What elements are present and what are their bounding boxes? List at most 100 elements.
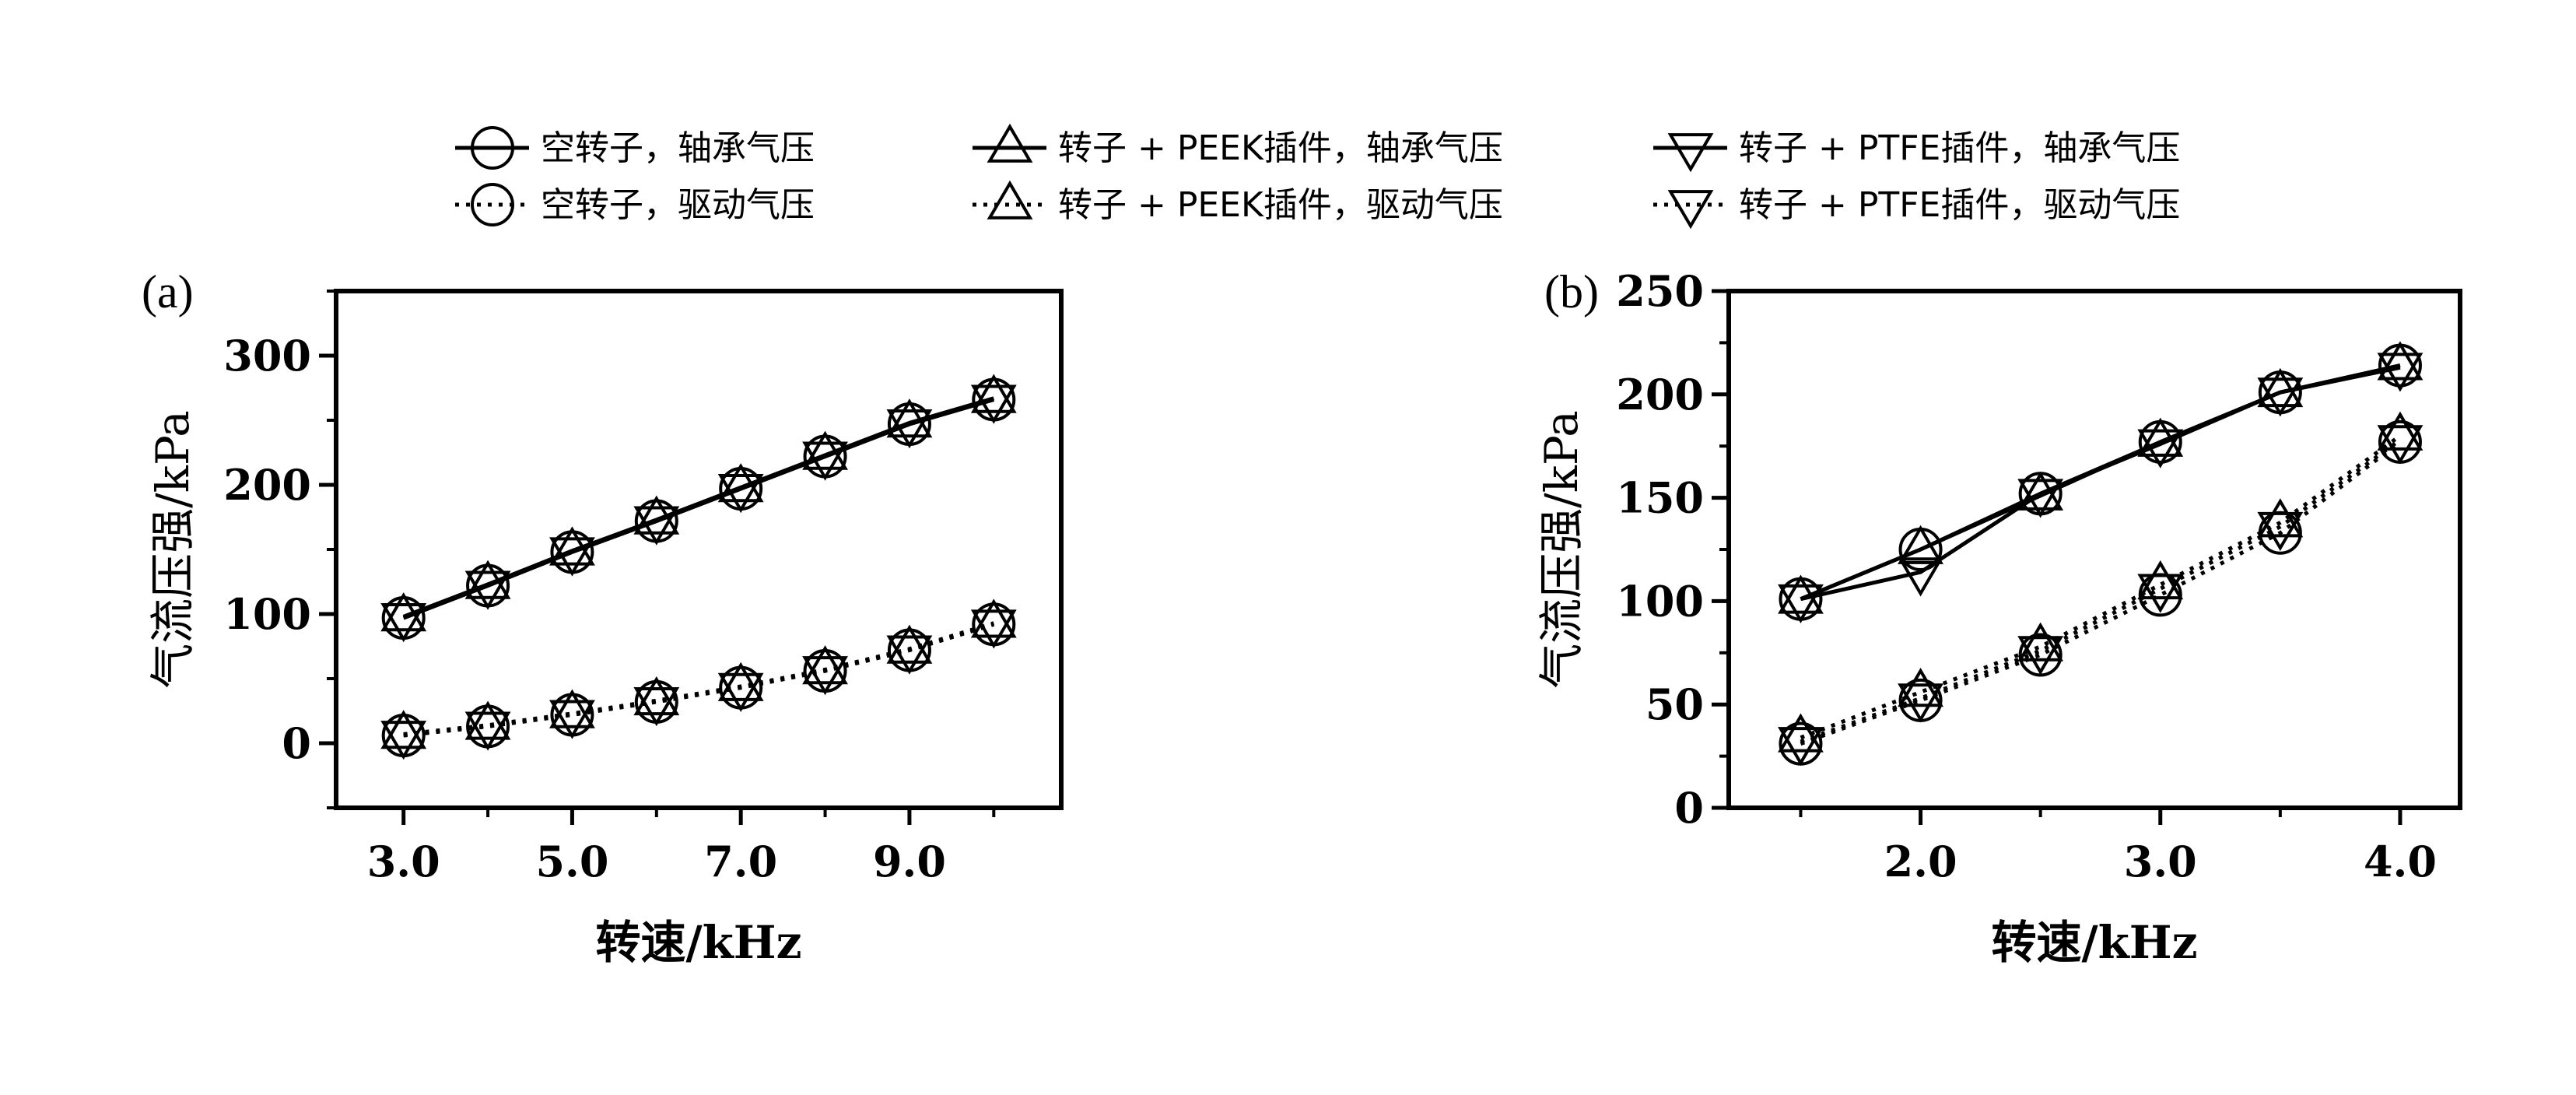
data-point-triangle-up — [802, 645, 848, 685]
series-line — [1800, 363, 2401, 602]
series-line — [403, 622, 995, 738]
x-axis-title: 转速/kHz — [1991, 916, 2197, 969]
series-line — [1800, 438, 2402, 744]
data-point-triangle-down — [886, 635, 933, 675]
legend: 空转子，轴承气压 转子 + PEEK插件，轴承气压 转子 + PTFE插件，轴承气压… — [455, 123, 2180, 230]
data-point-triangle-up — [464, 700, 511, 740]
x-tick-label: 7.0 — [704, 837, 777, 886]
legend-label: 空转子，驱动气压 — [541, 185, 815, 225]
y-axis-title: 气流压强/kPa — [1535, 410, 1588, 689]
data-point-triangle-down — [802, 656, 848, 696]
data-point-triangle-up — [886, 624, 933, 664]
data-point-triangle-up — [2257, 367, 2304, 408]
plot-frame — [1726, 289, 2462, 810]
data-point-triangle-down — [549, 537, 595, 577]
legend-marker-triangle-down — [1667, 190, 1714, 230]
data-point-triangle-up — [802, 430, 848, 470]
x-axis-title: 转速/kHz — [595, 916, 801, 969]
data-point-triangle-up — [717, 463, 764, 503]
data-point-triangle-up — [2377, 341, 2424, 381]
legend-label: 转子 + PEEK插件，轴承气压 — [1058, 128, 1503, 168]
data-point-triangle-up — [2017, 622, 2064, 662]
data-point-triangle-down — [549, 700, 595, 739]
y-tick-label: 0 — [282, 718, 311, 768]
data-point-triangle-down — [1778, 727, 1824, 767]
series-line — [403, 621, 995, 736]
x-tick-label: 9.0 — [873, 837, 946, 886]
data-point-triangle-down — [2257, 377, 2304, 417]
data-point-triangle-down — [633, 686, 680, 727]
legend-entry: 空转子，轴承气压 — [455, 126, 815, 170]
data-point-triangle-up — [2137, 417, 2184, 457]
y-tick-label: 150 — [1616, 473, 1704, 523]
y-axis-title: 气流压强/kPa — [146, 410, 199, 689]
data-point-triangle-down — [380, 721, 427, 760]
data-point-triangle-up — [2017, 471, 2064, 511]
data-point-triangle-down — [1898, 683, 1943, 723]
x-tick-label: 3.0 — [367, 837, 440, 886]
data-point-triangle-down — [464, 711, 511, 751]
y-tick-label: 100 — [223, 589, 311, 639]
legend-marker-circle — [471, 126, 514, 170]
data-point-triangle-up — [549, 689, 595, 728]
legend-label: 转子 + PTFE插件，驱动气压 — [1739, 185, 2180, 225]
data-point-triangle-up — [549, 526, 595, 566]
legend-marker-circle — [471, 183, 514, 226]
data-point-triangle-up — [1898, 668, 1943, 707]
data-point-triangle-down — [1778, 584, 1824, 623]
panel-a: 0 100 200 300 3.0 5.0 7.0 9.0 转速/kHz 气流压强/kPa (a) — [142, 266, 1064, 969]
x-tick-label: 5.0 — [535, 837, 608, 886]
data-point-triangle-down — [970, 609, 1017, 649]
data-point-triangle-up — [970, 598, 1017, 638]
data-point-triangle-down — [2137, 574, 2184, 613]
plot-frame — [334, 289, 1064, 810]
data-point-triangle-down — [2017, 479, 2064, 518]
legend-label: 空转子，轴承气压 — [541, 128, 815, 168]
legend-entry: 转子 + PTFE插件，轴承气压 — [1653, 128, 2180, 173]
data-point-triangle-down — [802, 441, 848, 481]
data-point-triangle-down — [464, 570, 511, 610]
data-point-triangle-down — [717, 474, 764, 514]
series-line — [403, 622, 995, 738]
panel-label: (a) — [142, 266, 194, 318]
data-point-triangle-up — [464, 560, 511, 599]
data-point-triangle-down — [2377, 353, 2424, 392]
data-point-triangle-up — [380, 592, 427, 632]
data-point-triangle-up — [633, 495, 680, 535]
y-tick-label: 100 — [1616, 576, 1704, 626]
series-line — [1800, 440, 2402, 746]
y-tick-label: 0 — [1674, 783, 1704, 833]
series-line — [1800, 365, 2401, 602]
data-point-triangle-down — [1898, 557, 1943, 597]
data-point-triangle-up — [2137, 560, 2184, 600]
x-tick-label: 2.0 — [1884, 837, 1957, 886]
data-point-triangle-down — [886, 409, 933, 449]
data-point-triangle-up — [2257, 498, 2304, 538]
panel-label: (b) — [1544, 266, 1599, 318]
data-point-triangle-up — [1778, 574, 1824, 614]
data-point-triangle-up — [1778, 713, 1824, 753]
legend-marker-triangle-up — [987, 123, 1033, 163]
data-point-triangle-up — [886, 398, 933, 438]
legend-entry: 转子 + PEEK插件，驱动气压 — [973, 180, 1503, 225]
series-line — [402, 398, 995, 620]
series-line — [1800, 433, 2402, 740]
data-point-triangle-down — [2137, 429, 2184, 469]
data-point-triangle-up — [1898, 525, 1943, 564]
y-tick-label: 200 — [223, 460, 311, 510]
data-point-triangle-down — [2017, 636, 2064, 676]
legend-label: 转子 + PEEK插件，驱动气压 — [1058, 185, 1503, 225]
data-point-triangle-up — [633, 676, 680, 716]
data-point-triangle-up — [380, 710, 427, 749]
data-point-triangle-up — [2377, 411, 2424, 451]
legend-entry: 转子 + PTFE插件，驱动气压 — [1653, 185, 2180, 230]
y-tick-label: 200 — [1616, 370, 1704, 419]
data-point-triangle-up — [970, 374, 1017, 413]
series-line — [1800, 363, 2401, 602]
y-tick-label: 50 — [1645, 679, 1704, 729]
legend-label: 转子 + PTFE插件，轴承气压 — [1739, 128, 2180, 168]
data-point-triangle-down — [2257, 511, 2304, 552]
data-point-triangle-down — [633, 506, 680, 546]
panel-b: 0 50 100 150 200 250 2.0 3.0 4.0 转速/kHz 气流压强/kPa (b… — [1535, 266, 2462, 969]
